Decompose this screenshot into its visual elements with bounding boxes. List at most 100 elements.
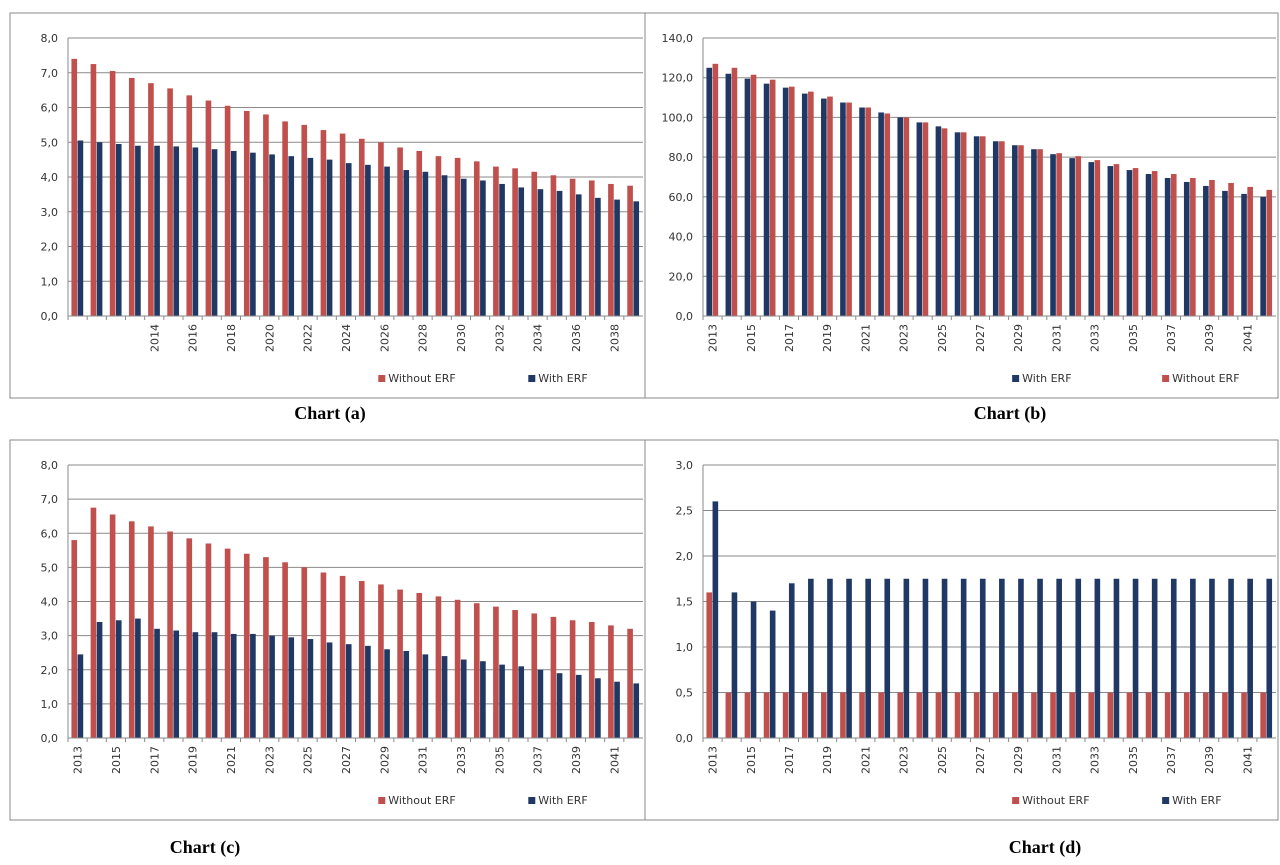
bar — [595, 678, 601, 738]
y-tick-label: 2,0 — [41, 664, 59, 677]
x-tick-label: 2013 — [72, 746, 85, 774]
x-tick-label: 2032 — [493, 324, 506, 352]
bar — [109, 71, 116, 316]
legend-swatch — [1162, 797, 1170, 804]
bar — [320, 130, 327, 316]
bar — [77, 140, 84, 316]
x-tick-label: 2013 — [707, 746, 720, 774]
bar — [128, 521, 135, 738]
bar — [167, 88, 173, 316]
bar — [954, 132, 961, 316]
x-tick-label: 2018 — [225, 324, 238, 352]
x-tick-label: 2023 — [898, 746, 911, 774]
bar — [358, 138, 365, 316]
bar — [1164, 177, 1171, 316]
bar — [1190, 578, 1196, 738]
x-tick-label: 2015 — [110, 746, 123, 774]
legend-label: With ERF — [1022, 372, 1071, 385]
bar — [744, 78, 751, 316]
bar — [1126, 170, 1133, 316]
bar — [763, 692, 770, 738]
bar — [1266, 578, 1273, 738]
chart-caption: Chart (b) — [974, 403, 1047, 424]
bar — [750, 601, 757, 738]
bar — [422, 654, 429, 738]
bar — [493, 606, 499, 738]
bar — [954, 692, 961, 738]
bar — [154, 628, 160, 738]
y-tick-label: 6,0 — [41, 527, 59, 540]
y-tick-label: 5,0 — [41, 136, 59, 149]
bar — [903, 117, 910, 316]
bar — [1164, 692, 1171, 738]
bar — [192, 147, 199, 316]
bar — [1266, 189, 1273, 316]
x-tick-label: 2035 — [1127, 324, 1140, 352]
bar — [1069, 692, 1075, 738]
bar — [992, 141, 999, 316]
x-tick-label: 2019 — [821, 324, 834, 352]
bar — [1018, 578, 1024, 738]
bar — [846, 102, 852, 317]
bar — [301, 124, 308, 316]
legend-swatch — [378, 375, 386, 382]
x-tick-label: 2023 — [898, 324, 911, 352]
y-tick-label: 0,0 — [676, 732, 694, 745]
bar — [1228, 182, 1234, 316]
bar — [731, 67, 738, 317]
y-tick-label: 2,0 — [676, 550, 694, 563]
x-tick-label: 2025 — [936, 324, 949, 352]
bar — [416, 150, 423, 316]
bar — [378, 142, 384, 316]
x-tick-label: 2028 — [417, 324, 430, 352]
bar — [627, 185, 633, 316]
bar — [922, 122, 929, 317]
bar — [1145, 174, 1152, 316]
x-tick-label: 2021 — [225, 746, 238, 774]
bar — [378, 584, 384, 738]
bar — [627, 628, 633, 738]
bar — [712, 63, 719, 316]
legend-label: With ERF — [1172, 794, 1221, 807]
bar — [922, 578, 929, 738]
bar — [1183, 181, 1190, 316]
bar — [192, 632, 199, 738]
bar — [999, 578, 1005, 738]
x-tick-label: 2037 — [532, 746, 545, 774]
x-tick-label: 2027 — [340, 746, 353, 774]
y-tick-label: 0,0 — [41, 310, 59, 323]
bar — [480, 661, 486, 738]
bar — [115, 143, 122, 316]
chart-caption: Chart (c) — [170, 837, 240, 858]
y-tick-label: 20,0 — [669, 270, 694, 283]
bar — [903, 578, 910, 738]
bar — [1094, 160, 1101, 316]
y-tick-label: 3,0 — [41, 630, 59, 643]
x-tick-label: 2031 — [1050, 746, 1063, 774]
bar — [1151, 171, 1158, 316]
x-tick-label: 2013 — [707, 324, 720, 352]
x-tick-label: 2017 — [148, 746, 161, 774]
bar — [769, 79, 776, 316]
bar — [441, 175, 448, 316]
bar — [979, 136, 986, 316]
bar — [588, 180, 595, 316]
bar — [725, 73, 732, 316]
chart-caption: Chart (d) — [1009, 837, 1082, 858]
x-tick-label: 2029 — [1012, 324, 1025, 352]
bar — [575, 674, 582, 738]
bar — [569, 620, 576, 738]
chart-border — [9, 439, 646, 821]
bar — [550, 175, 557, 316]
chart-border — [644, 439, 1279, 821]
bar — [365, 164, 371, 316]
bar — [416, 592, 423, 738]
bar — [840, 102, 846, 317]
x-tick-label: 2022 — [302, 324, 315, 352]
bar — [1037, 149, 1043, 316]
bar — [518, 666, 525, 738]
bar — [135, 145, 141, 316]
bar — [878, 112, 884, 316]
legend-swatch — [1012, 797, 1020, 804]
bar — [115, 620, 122, 738]
